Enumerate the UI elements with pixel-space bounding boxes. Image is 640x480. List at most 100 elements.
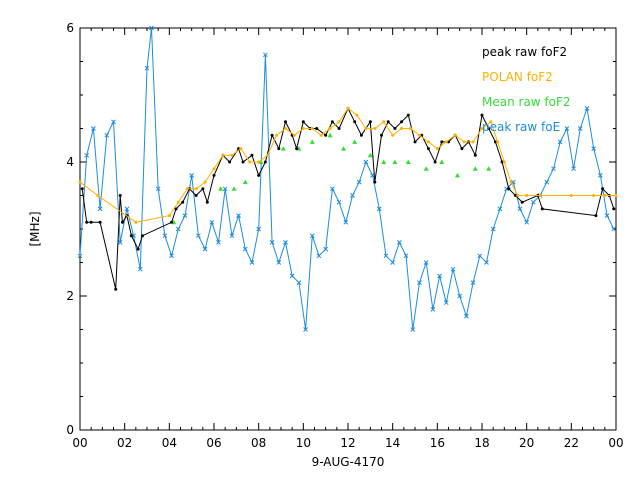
data-point-peak-raw-fof2 [250,153,254,157]
data-point-peak-raw-foe [517,206,523,212]
data-point-mean-raw-fof2 [352,139,358,144]
data-point-peak-raw-foe [571,166,576,172]
data-point-peak-raw-fof2 [257,173,261,177]
data-point-mean-raw-fof2 [367,152,373,158]
data-point-polan-fof2 [502,160,506,164]
data-point-polan-fof2 [319,133,323,137]
data-point-peak-raw-fof2 [612,207,616,211]
x-tick-label: 20 [519,436,534,450]
data-point-polan-fof2 [480,127,484,130]
data-point-polan-fof2 [167,214,171,218]
data-point-peak-raw-fof2 [406,113,410,117]
data-point-peak-raw-foe [124,206,130,212]
data-point-peak-raw-foe [390,260,396,265]
data-point-peak-raw-foe [531,199,536,205]
data-point-peak-raw-foe [470,280,476,285]
data-point-peak-raw-foe [477,253,483,259]
data-point-polan-fof2 [78,180,82,184]
data-point-polan-fof2 [248,160,252,164]
plot-frame [79,27,617,431]
data-point-peak-raw-foe [323,246,329,252]
data-point-peak-raw-foe [423,260,429,265]
data-point-polan-fof2 [614,194,618,197]
data-point-peak-raw-foe [189,173,195,178]
data-point-peak-raw-foe [182,213,188,218]
data-point-polan-fof2 [185,187,189,191]
data-point-polan-fof2 [194,187,198,191]
data-point-polan-fof2 [346,106,350,110]
data-point-peak-raw-foe [410,327,416,332]
data-point-peak-raw-fof2 [460,147,464,151]
series-mean-raw-fof2 [171,132,492,225]
data-point-peak-raw-foe [437,273,442,279]
data-point-peak-raw-foe [242,246,248,252]
data-point-mean-raw-fof2 [341,146,347,151]
data-point-peak-raw-fof2 [359,133,363,137]
series-line-polan-fof2 [79,107,616,223]
data-point-peak-raw-foe [336,199,342,205]
data-point-polan-fof2 [603,194,607,197]
data-point-peak-raw-foe [162,233,168,239]
data-point-polan-fof2 [266,153,270,157]
data-point-peak-raw-foe [604,213,610,218]
data-point-peak-raw-foe [149,25,154,31]
data-point-peak-raw-foe [598,173,603,178]
data-point-polan-fof2 [471,140,475,144]
x-tick-label: 06 [206,436,221,450]
data-point-peak-raw-foe [276,260,282,265]
x-tick-label: 22 [564,436,579,450]
data-point-peak-raw-foe [551,166,556,172]
data-point-peak-raw-fof2 [520,200,524,204]
data-point-peak-raw-foe [450,266,456,272]
data-point-peak-raw-foe [330,186,335,192]
data-point-peak-raw-fof2 [413,140,417,144]
data-point-polan-fof2 [462,140,466,144]
data-point-peak-raw-fof2 [433,160,437,164]
data-point-peak-raw-fof2 [129,234,133,238]
data-point-peak-raw-fof2 [118,194,122,197]
data-point-peak-raw-foe [309,233,315,239]
data-point-peak-raw-fof2 [324,133,328,137]
data-point-peak-raw-fof2 [170,220,174,224]
data-point-peak-raw-foe [97,206,103,212]
data-point-peak-raw-fof2 [480,113,484,117]
x-tick-label: 00 [72,436,87,450]
data-point-mean-raw-fof2 [439,159,445,164]
x-tick-label: 18 [474,436,489,450]
data-point-peak-raw-foe [497,206,503,212]
series-peak-raw-foe [77,25,617,332]
data-point-peak-raw-foe [464,313,469,319]
data-point-peak-raw-foe [350,193,355,198]
x-tick-label: 02 [117,436,132,450]
data-point-peak-raw-foe [356,179,362,185]
data-point-peak-raw-foe [222,186,228,192]
data-point-polan-fof2 [569,194,573,197]
legend-entry: peak raw foE [482,120,560,134]
data-point-peak-raw-fof2 [295,147,299,151]
data-point-peak-raw-fof2 [330,120,334,124]
data-point-mean-raw-fof2 [327,132,333,138]
y-axis: 0 2 4 6 [66,21,616,437]
data-point-peak-raw-fof2 [263,160,267,164]
data-point-polan-fof2 [239,147,243,151]
data-point-polan-fof2 [538,194,542,197]
data-point-mean-raw-fof2 [280,146,286,151]
data-point-peak-raw-fof2 [368,120,372,124]
data-point-peak-raw-foe [209,219,215,225]
data-point-peak-raw-foe [289,273,295,279]
data-point-polan-fof2 [364,127,368,130]
data-point-peak-raw-fof2 [174,207,178,211]
data-point-polan-fof2 [453,133,457,137]
data-point-peak-raw-foe [611,226,617,232]
x-axis: 00 02 04 06 08 10 12 14 16 18 20 22 00 [72,28,624,450]
data-point-mean-raw-fof2 [231,186,237,191]
data-point-peak-raw-fof2 [473,153,477,157]
data-point-mean-raw-fof2 [486,166,492,171]
data-point-peak-raw-foe [175,226,181,232]
data-point-mean-raw-fof2 [454,172,460,178]
data-point-polan-fof2 [444,140,448,144]
series-peak-raw-fof2 [80,106,616,291]
data-point-peak-raw-foe [104,132,110,138]
y-axis-title: [MHz] [28,211,42,246]
